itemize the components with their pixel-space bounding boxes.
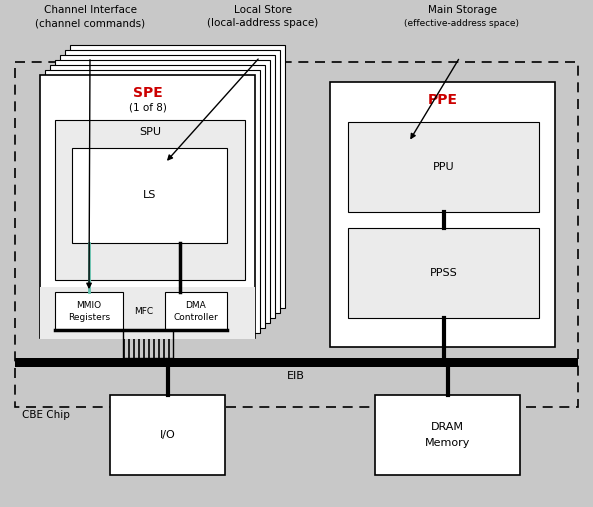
Bar — [55, 292, 123, 330]
Bar — [40, 287, 255, 339]
Bar — [65, 50, 280, 313]
Bar — [110, 395, 225, 475]
Bar — [45, 70, 260, 333]
Text: I/O: I/O — [160, 430, 176, 440]
Bar — [72, 148, 227, 243]
Bar — [15, 62, 578, 407]
Text: PPE: PPE — [428, 93, 458, 107]
Bar — [50, 65, 265, 328]
Text: (1 of 8): (1 of 8) — [129, 103, 167, 113]
Text: DMA: DMA — [186, 301, 206, 309]
Bar — [55, 120, 245, 280]
Text: MFC: MFC — [135, 307, 154, 315]
Text: (effective-address space): (effective-address space) — [404, 18, 519, 27]
Text: Channel Interface: Channel Interface — [43, 5, 136, 15]
Bar — [165, 292, 227, 330]
Bar — [348, 228, 539, 318]
Text: DRAM: DRAM — [431, 422, 464, 432]
Bar — [15, 358, 578, 367]
Text: LS: LS — [143, 191, 156, 200]
Text: EIB: EIB — [287, 371, 305, 381]
Bar — [123, 330, 173, 358]
Bar — [70, 45, 285, 308]
Bar — [40, 75, 255, 338]
Text: SPU: SPU — [139, 127, 161, 137]
Text: MMIO: MMIO — [76, 301, 101, 309]
Text: Local Store: Local Store — [234, 5, 292, 15]
Text: (local-address space): (local-address space) — [208, 18, 318, 28]
Text: (channel commands): (channel commands) — [35, 18, 145, 28]
Bar — [375, 395, 520, 475]
Bar — [330, 82, 555, 347]
Text: PPSS: PPSS — [429, 268, 457, 278]
Bar — [348, 122, 539, 212]
Text: Memory: Memory — [425, 438, 470, 448]
Text: Main Storage: Main Storage — [428, 5, 496, 15]
Bar — [55, 60, 270, 323]
Text: Registers: Registers — [68, 312, 110, 321]
Text: Controller: Controller — [174, 312, 218, 321]
Bar — [60, 55, 275, 318]
Text: SPE: SPE — [133, 86, 162, 100]
Text: CBE Chip: CBE Chip — [22, 410, 70, 420]
Text: PPU: PPU — [433, 162, 454, 172]
